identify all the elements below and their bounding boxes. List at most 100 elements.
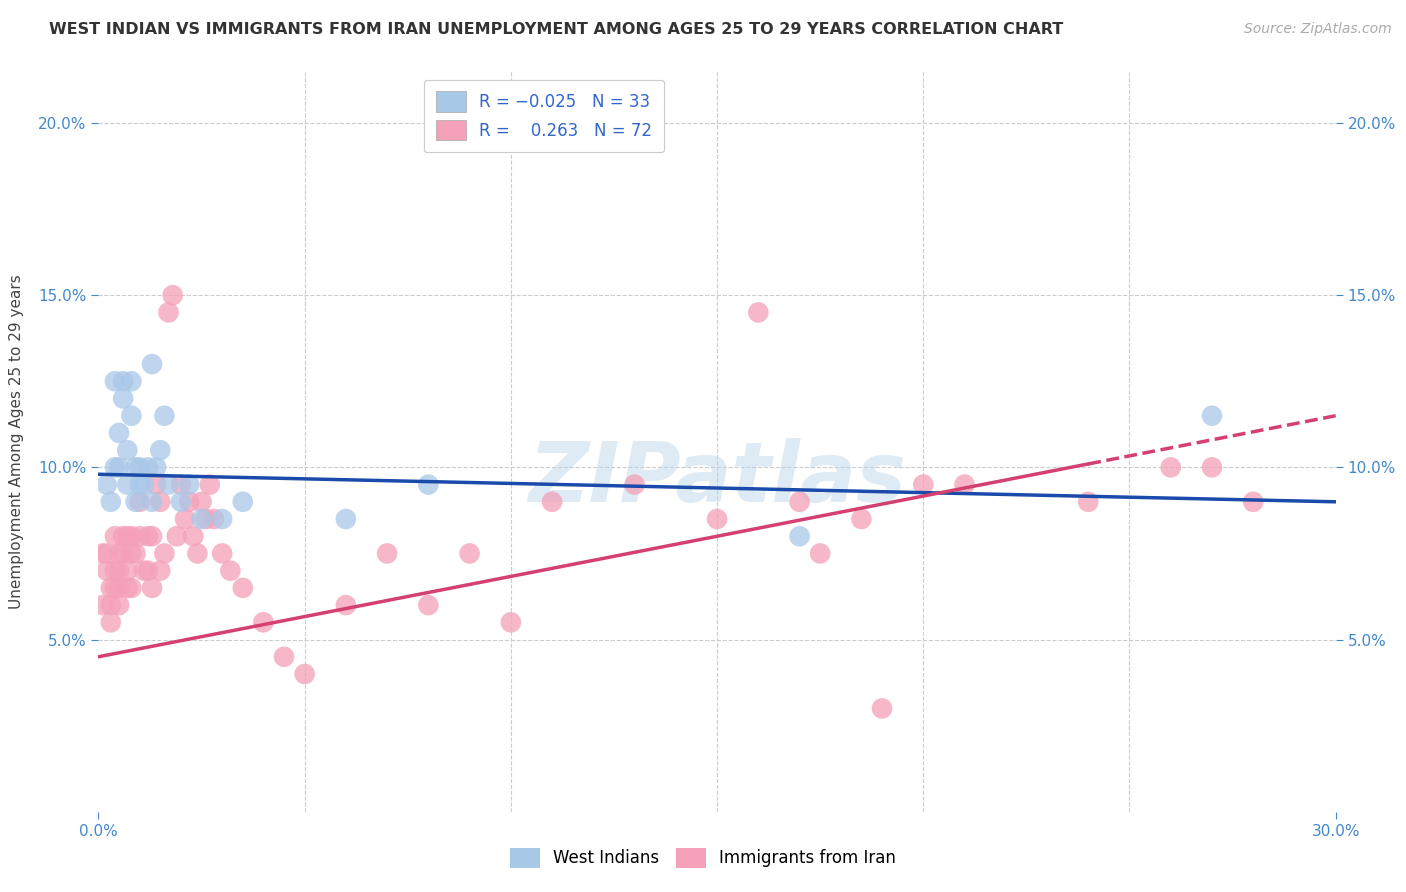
Point <box>108 598 131 612</box>
Point <box>136 460 159 475</box>
Point <box>96 546 118 560</box>
Point <box>104 374 127 388</box>
Point <box>232 581 254 595</box>
Point <box>179 495 201 509</box>
Y-axis label: Unemployment Among Ages 25 to 29 years: Unemployment Among Ages 25 to 29 years <box>10 274 24 609</box>
Point <box>104 460 127 475</box>
Point <box>149 564 172 578</box>
Point <box>186 546 208 560</box>
Point <box>789 529 811 543</box>
Point <box>706 512 728 526</box>
Point <box>112 392 135 406</box>
Point <box>141 357 163 371</box>
Point <box>198 477 221 491</box>
Point <box>179 477 201 491</box>
Point <box>870 701 893 715</box>
Point <box>170 477 193 491</box>
Point <box>153 546 176 560</box>
Text: Source: ZipAtlas.com: Source: ZipAtlas.com <box>1244 22 1392 37</box>
Point <box>112 374 135 388</box>
Point <box>120 374 142 388</box>
Point <box>157 477 180 491</box>
Point <box>96 477 118 491</box>
Point <box>1241 495 1264 509</box>
Point <box>128 477 150 491</box>
Text: WEST INDIAN VS IMMIGRANTS FROM IRAN UNEMPLOYMENT AMONG AGES 25 TO 29 YEARS CORRE: WEST INDIAN VS IMMIGRANTS FROM IRAN UNEM… <box>49 22 1063 37</box>
Point <box>194 512 217 526</box>
Point <box>912 477 935 491</box>
Point <box>953 477 976 491</box>
Point <box>100 495 122 509</box>
Point <box>108 425 131 440</box>
Point <box>128 529 150 543</box>
Point <box>124 495 146 509</box>
Point <box>108 581 131 595</box>
Point <box>162 288 184 302</box>
Point <box>211 546 233 560</box>
Point <box>375 546 398 560</box>
Point <box>294 667 316 681</box>
Point <box>91 546 114 560</box>
Point <box>174 512 197 526</box>
Point <box>499 615 522 630</box>
Point <box>108 564 131 578</box>
Point <box>141 581 163 595</box>
Point <box>190 512 212 526</box>
Point <box>1201 409 1223 423</box>
Point <box>145 477 167 491</box>
Point <box>1077 495 1099 509</box>
Point <box>96 564 118 578</box>
Point <box>141 495 163 509</box>
Point <box>479 116 502 130</box>
Point <box>124 546 146 560</box>
Point <box>108 546 131 560</box>
Point <box>747 305 769 319</box>
Point <box>145 460 167 475</box>
Point <box>170 495 193 509</box>
Point <box>120 581 142 595</box>
Point <box>117 477 139 491</box>
Point <box>117 529 139 543</box>
Point <box>252 615 274 630</box>
Point <box>120 546 142 560</box>
Point <box>104 581 127 595</box>
Point <box>100 615 122 630</box>
Text: ZIPatlas: ZIPatlas <box>529 438 905 519</box>
Point <box>153 409 176 423</box>
Legend: West Indians, Immigrants from Iran: West Indians, Immigrants from Iran <box>503 841 903 875</box>
Point <box>808 546 831 560</box>
Point <box>1160 460 1182 475</box>
Point <box>128 495 150 509</box>
Point <box>232 495 254 509</box>
Point <box>273 649 295 664</box>
Point <box>149 443 172 458</box>
Point <box>418 477 440 491</box>
Point <box>132 564 155 578</box>
Point <box>157 305 180 319</box>
Point <box>541 495 564 509</box>
Legend: R = −0.025   N = 33, R =    0.263   N = 72: R = −0.025 N = 33, R = 0.263 N = 72 <box>425 79 664 152</box>
Point <box>166 529 188 543</box>
Point <box>100 581 122 595</box>
Point <box>117 581 139 595</box>
Point <box>136 564 159 578</box>
Point <box>623 477 645 491</box>
Point <box>190 495 212 509</box>
Point <box>132 477 155 491</box>
Point <box>149 495 172 509</box>
Point <box>104 564 127 578</box>
Point <box>112 529 135 543</box>
Point <box>418 598 440 612</box>
Point <box>458 546 481 560</box>
Point <box>219 564 242 578</box>
Point <box>108 460 131 475</box>
Point <box>104 529 127 543</box>
Point <box>91 598 114 612</box>
Point <box>335 598 357 612</box>
Point <box>851 512 873 526</box>
Point <box>202 512 225 526</box>
Point <box>181 529 204 543</box>
Point <box>136 529 159 543</box>
Point <box>335 512 357 526</box>
Point <box>124 460 146 475</box>
